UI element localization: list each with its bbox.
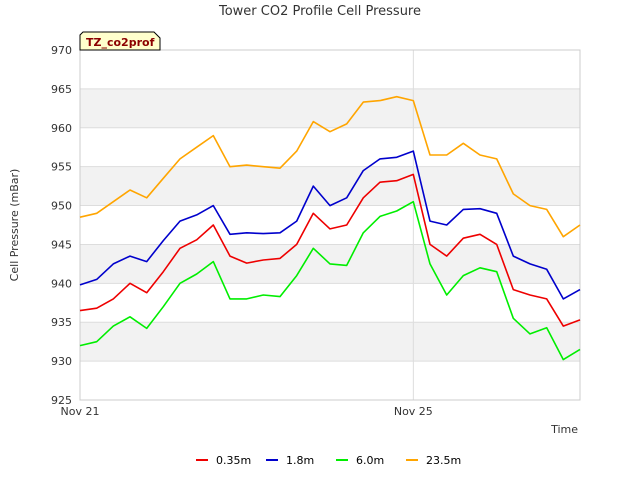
- y-tick-label: 960: [51, 122, 72, 135]
- station-badge-label: TZ_co2prof: [86, 36, 155, 49]
- plot-band: [80, 88, 580, 128]
- chart-title: Tower CO2 Profile Cell Pressure: [218, 4, 421, 19]
- legend-label-23.5m: 23.5m: [426, 454, 461, 467]
- y-tick-label: 930: [51, 355, 72, 368]
- series-lines: [79, 95, 581, 361]
- x-axis-ticks: Nov 21 Nov 25: [61, 405, 433, 418]
- plot-band: [80, 322, 580, 362]
- y-axis-ticks: 925 930 935 940 945 950 955 960 965 970: [51, 44, 72, 407]
- y-tick-label: 925: [51, 394, 72, 407]
- y-tick-label: 970: [51, 44, 72, 57]
- y-tick-label: 940: [51, 277, 72, 290]
- series-line-1.8m: [79, 150, 581, 300]
- y-tick-label: 945: [51, 238, 72, 251]
- x-tick-label: Nov 21: [61, 405, 100, 418]
- legend-label-6.0m: 6.0m: [356, 454, 384, 467]
- y-tick-label: 955: [51, 161, 72, 174]
- legend-label-1.8m: 1.8m: [286, 454, 314, 467]
- series-line-23.5m: [79, 95, 581, 238]
- legend-label-0.35m: 0.35m: [216, 454, 251, 467]
- station-badge-shape: [79, 31, 161, 51]
- x-tick-label: Nov 25: [394, 405, 433, 418]
- plot-band: [80, 166, 580, 206]
- station-badge: TZ_co2prof: [79, 31, 161, 51]
- series-line-0.35m: [79, 173, 581, 327]
- y-tick-label: 965: [51, 83, 72, 96]
- x-axis-label: Time: [550, 423, 578, 436]
- legend: 0.35m 1.8m 6.0m 23.5m: [196, 454, 461, 467]
- y-tick-label: 950: [51, 200, 72, 213]
- plot-bands: [80, 88, 580, 362]
- y-tick-label: 935: [51, 316, 72, 329]
- y-axis-label: Cell Pressure (mBar): [8, 169, 21, 282]
- series-line-6.0m: [79, 200, 581, 361]
